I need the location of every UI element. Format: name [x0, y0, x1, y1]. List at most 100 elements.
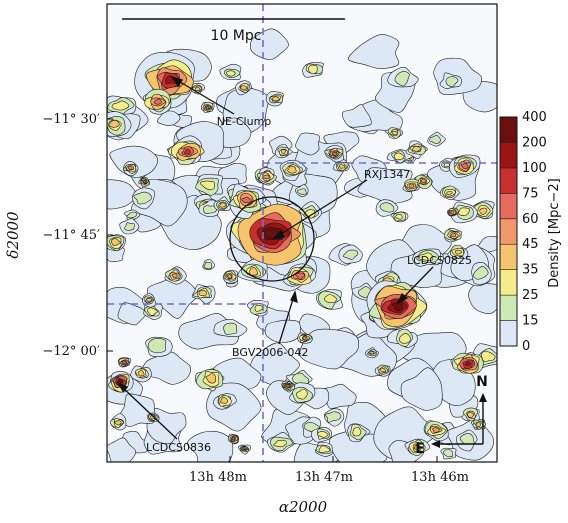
density-contour [271, 96, 280, 102]
density-contour [391, 130, 399, 136]
density-contour [302, 336, 307, 340]
colorbar-tick-label: 400 [522, 110, 547, 125]
density-contour [357, 167, 413, 204]
density-contour [226, 70, 236, 77]
density-contour [240, 85, 248, 90]
density-contour [231, 436, 236, 441]
density-contour [220, 397, 228, 404]
colorbar-frame [499, 116, 518, 347]
density-contour [249, 28, 289, 60]
colorbar-block [499, 294, 518, 321]
density-contour [464, 361, 472, 367]
colorbar-block [499, 320, 518, 347]
density-contour [342, 249, 359, 260]
density-contour [183, 148, 191, 156]
density-contour [412, 145, 421, 153]
density-contour [418, 252, 434, 261]
density-contour [352, 426, 362, 437]
density-contours [107, 28, 497, 462]
arrowhead-rxj1347 [271, 229, 285, 241]
dashed-guides [107, 4, 497, 462]
label-lcdcs0825: LCDCS0825 [407, 254, 472, 267]
density-contour [429, 134, 441, 145]
density-contour [287, 165, 297, 174]
compass-east-arrowhead [431, 440, 440, 448]
density-contour [318, 445, 330, 453]
colorbar-block [499, 243, 518, 270]
arrow-bgv2006 [278, 295, 295, 345]
density-contour [147, 338, 167, 353]
density-contour [297, 188, 307, 195]
density-contour [273, 440, 287, 448]
colorbar-tick-label: 60 [522, 212, 539, 227]
density-contour [194, 86, 201, 91]
label-rxj1347: RXJ1347 [364, 168, 410, 181]
y-tick-label-0: −11° 30′ [42, 112, 100, 127]
colorbar-block [499, 218, 518, 245]
density-contour [186, 430, 234, 462]
density-contour [454, 249, 463, 255]
arrow-lcdcs0825 [400, 266, 434, 301]
density-contour [171, 272, 178, 279]
density-contour [223, 322, 238, 335]
density-contour [145, 297, 153, 303]
density-contour [341, 104, 372, 128]
density-contour [205, 373, 217, 384]
colorbar-tick-label: 75 [522, 186, 539, 201]
colorbar-tick-label: 35 [522, 263, 539, 278]
arrowhead-bgv2006 [290, 290, 298, 303]
density-contour [395, 213, 403, 220]
density-contour [111, 238, 121, 246]
y-tick-label-1: −11° 45′ [42, 228, 100, 243]
density-contour [202, 205, 218, 214]
colorbar-block [499, 167, 518, 194]
density-contour [432, 427, 440, 433]
colorbar: 0 15 25 35 45 60 75 100 200 400 [499, 110, 547, 354]
density-contour [200, 180, 215, 191]
density-contour [308, 64, 318, 75]
density-contour [156, 110, 181, 126]
density-contour [467, 411, 475, 418]
y-axis-label: δ2000 [4, 211, 22, 259]
colorbar-block [499, 193, 518, 220]
y-tick-label-2: −12° 00′ [42, 344, 100, 359]
colorbar-block [499, 142, 518, 169]
colorbar-tick-label: 25 [522, 288, 539, 303]
density-contour [348, 34, 400, 69]
density-contour [445, 76, 459, 88]
x-axis-label: α2000 [279, 498, 328, 516]
colorbar-tick-label: 0 [522, 339, 530, 354]
density-contour [479, 207, 488, 215]
density-contour [394, 70, 410, 87]
label-lcdcs0836: LCDCS0836 [146, 441, 211, 454]
density-contour [324, 294, 337, 303]
annotation-arrows [116, 75, 434, 440]
compass-east-label: E [415, 441, 425, 457]
density-contour [472, 266, 489, 280]
density-contour [242, 447, 247, 450]
density-contour [111, 100, 130, 111]
density-contour [420, 178, 427, 184]
colorbar-tick-label: 15 [522, 314, 539, 329]
arrow-rxj1347 [275, 179, 368, 238]
arrow-ne-clump [174, 78, 235, 115]
density-contour [379, 202, 395, 213]
density-contour [249, 267, 259, 276]
density-contour [295, 272, 305, 280]
density-contour [203, 261, 213, 270]
colorbar-block [499, 269, 518, 296]
compass: N E [415, 374, 488, 457]
density-contour [450, 232, 457, 238]
density-contour [413, 444, 420, 450]
density-contour [380, 367, 387, 373]
density-contour [369, 351, 375, 355]
colorbar-tick-label: 100 [522, 161, 547, 176]
density-contour [281, 149, 286, 155]
rxj1347-aperture-circle [229, 196, 315, 282]
density-contour [127, 166, 133, 171]
density-contour [109, 120, 120, 128]
arrow-lcdcs0836 [120, 385, 178, 440]
density-contour [317, 431, 329, 438]
density-contour [468, 282, 497, 314]
